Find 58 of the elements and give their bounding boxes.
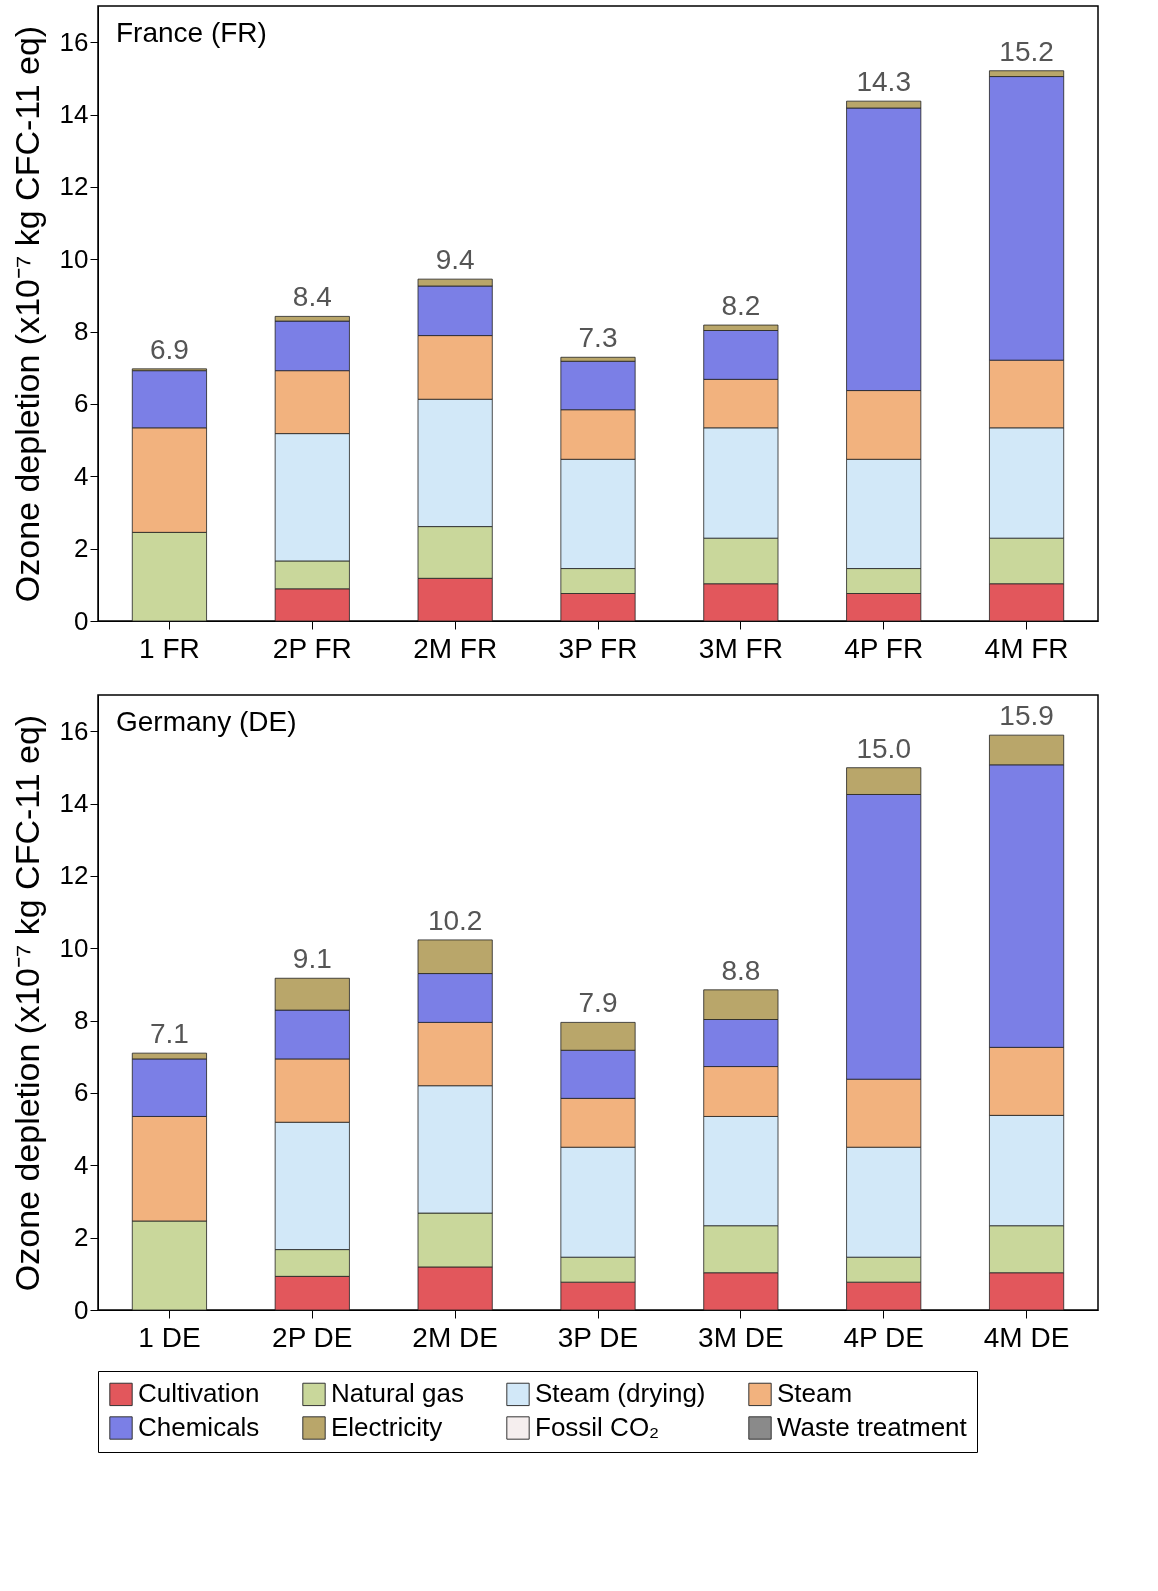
total-label: 7.1	[149, 1018, 189, 1050]
total-label: 15.0	[856, 732, 911, 764]
total-label: 6.9	[149, 333, 189, 365]
total-label: 9.4	[435, 244, 475, 276]
x-tick-label: 1 DE	[138, 1321, 201, 1353]
y-tick-label: 0	[74, 1294, 89, 1325]
y-tick-label: 10	[59, 243, 89, 274]
x-tick-label: 1 FR	[139, 632, 200, 664]
legend-label: Fossil CO₂	[535, 1412, 660, 1442]
x-tick-label: 2P FR	[272, 632, 352, 664]
total-label: 15.9	[999, 700, 1054, 732]
y-tick-label: 2	[74, 1222, 89, 1253]
x-tick-label: 2P DE	[272, 1321, 353, 1353]
y-tick-label: 2	[74, 533, 89, 564]
y-tick-label: 10	[59, 932, 89, 963]
x-tick-label: 4M FR	[984, 632, 1069, 664]
total-label: 7.3	[578, 322, 618, 354]
y-tick-label: 6	[74, 388, 89, 419]
x-tick-label: 3P DE	[557, 1321, 639, 1353]
x-tick-label: 3M DE	[698, 1321, 784, 1353]
x-tick-label: 3M FR	[698, 632, 783, 664]
legend-label: Chemicals	[138, 1412, 260, 1442]
y-tick-label: 0	[74, 605, 89, 636]
legend-label: Cultivation	[138, 1378, 260, 1409]
x-tick-label: 4P DE	[843, 1321, 924, 1353]
total-label: 8.4	[292, 281, 332, 313]
legend-label: Steam (drying)	[535, 1378, 706, 1409]
legend-label: Electricity	[331, 1412, 443, 1442]
y-tick-label: 16	[59, 26, 89, 57]
y-tick-label: 4	[74, 460, 89, 491]
chart-title: France (FR)	[116, 17, 267, 48]
legend-label: Steam	[777, 1378, 853, 1409]
y-tick-label: 12	[59, 860, 89, 891]
x-tick-label: 2M FR	[413, 632, 498, 664]
y-tick-label: 12	[59, 171, 89, 202]
total-label: 14.3	[856, 66, 911, 98]
y-tick-label: 16	[59, 715, 89, 746]
x-tick-label: 3P FR	[558, 632, 638, 664]
total-label: 8.8	[721, 954, 761, 986]
y-axis-title: Ozone depletion (x10⁻⁷ kg CFC-11 eq)	[7, 25, 46, 603]
x-tick-label: 4P FR	[844, 632, 924, 664]
legend-label: Natural gas	[331, 1378, 464, 1409]
chart-title: Germany (DE)	[116, 706, 297, 737]
total-label: 9.1	[292, 943, 332, 975]
total-label: 15.2	[999, 35, 1054, 67]
y-tick-label: 14	[59, 99, 89, 130]
total-label: 8.2	[721, 290, 761, 322]
x-tick-label: 2M DE	[412, 1321, 498, 1353]
y-axis-title: Ozone depletion (x10⁻⁷ kg CFC-11 eq)	[7, 714, 46, 1292]
total-label: 7.9	[578, 987, 618, 1019]
y-tick-label: 8	[74, 316, 89, 347]
y-tick-label: 6	[74, 1077, 89, 1108]
total-label: 10.2	[427, 904, 483, 936]
y-tick-label: 4	[74, 1149, 89, 1180]
legend-label: Waste treatment	[777, 1412, 968, 1442]
x-tick-label: 4M DE	[983, 1321, 1070, 1353]
y-tick-label: 14	[59, 788, 89, 819]
y-tick-label: 8	[74, 1005, 89, 1036]
